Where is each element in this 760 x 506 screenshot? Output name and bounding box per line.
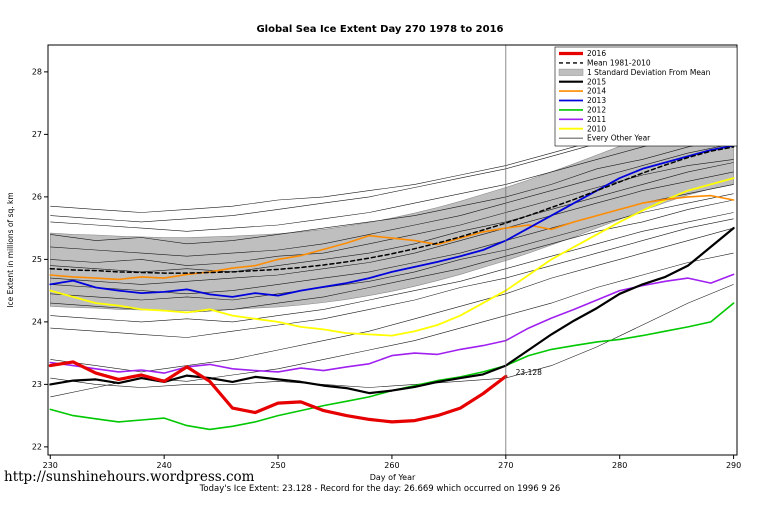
y-tick-label: 28 [32, 67, 42, 76]
legend-label: 2013 [587, 96, 606, 105]
x-tick-label: 250 [270, 461, 285, 470]
site-url[interactable]: http://sunshinehours.wordpress.com [4, 469, 255, 485]
x-tick-label: 230 [43, 461, 58, 470]
legend-entry: 1 Standard Deviation From Mean [558, 68, 711, 77]
current-value-label: 23.128 [516, 368, 542, 377]
x-tick-label: 280 [612, 461, 627, 470]
legend-label: Every Other Year [587, 134, 651, 143]
legend-entry: 2012 [559, 106, 606, 115]
legend-entry: 2010 [559, 124, 606, 133]
legend-entry: 2016 [559, 49, 606, 58]
legend-label: 2011 [587, 115, 606, 124]
x-axis-title: Day of Year [370, 473, 416, 482]
chart-title: Global Sea Ice Extent Day 270 1978 to 20… [256, 24, 504, 35]
background-year-line [50, 212, 734, 323]
series-2014 [49, 194, 735, 281]
background-year-line [50, 162, 734, 273]
background-year-line [50, 284, 734, 388]
y-axis-title: Ice Extent in millions of sq. km [6, 192, 15, 307]
series-2011 [49, 273, 735, 374]
plot-border [47, 44, 738, 456]
series-2010 [49, 177, 735, 337]
y-tick-label: 22 [32, 442, 42, 451]
legend-entry: 2011 [559, 115, 606, 124]
chart-caption: Today's Ice Extent: 23.128 - Record for … [199, 484, 561, 494]
series-2013 [49, 144, 735, 298]
background-year-line [50, 193, 734, 301]
legend-label: 2010 [587, 124, 606, 133]
y-axis: 22 23 24 25 26 27 28 Ice Extent in millions of … [6, 67, 48, 451]
y-tick-label: 27 [32, 130, 42, 139]
legend-label: 2015 [587, 77, 606, 86]
background-year-line [50, 143, 734, 257]
legend-entry: 2014 [559, 87, 606, 96]
legend-entry: 2013 [559, 96, 606, 105]
legend-swatch-band [558, 68, 584, 76]
x-tick-label: 290 [726, 461, 741, 470]
background-year-line [50, 137, 734, 245]
legend-entry: Mean 1981-2010 [559, 59, 651, 68]
series-2016 [48, 360, 508, 424]
series-mean-1981-2010 [49, 146, 735, 274]
x-tick-label: 240 [157, 461, 172, 470]
series-2012 [49, 302, 735, 431]
legend-label: Mean 1981-2010 [587, 59, 651, 68]
legend-label: 1 Standard Deviation From Mean [587, 68, 711, 77]
y-tick-label: 25 [32, 255, 42, 264]
x-tick-label: 270 [498, 461, 513, 470]
background-year-line [50, 218, 734, 338]
legend-label: 2012 [587, 106, 606, 115]
background-year-line [50, 227, 734, 373]
sea-ice-extent-chart: 23.128 230 240 250 260 270 280 290 Day of Year 22… [6, 44, 741, 482]
legend-box [554, 46, 738, 147]
x-tick-label: 260 [384, 461, 399, 470]
legend-entry: Every Other Year [559, 134, 651, 143]
x-axis: 230 240 250 260 270 280 290 Day of Year [43, 455, 741, 482]
legend-label: 2014 [587, 87, 606, 96]
background-year-line [50, 121, 734, 232]
legend-label: 2016 [587, 49, 606, 58]
y-tick-label: 23 [32, 380, 42, 389]
y-tick-label: 26 [32, 192, 42, 201]
background-year-line [50, 171, 734, 285]
y-tick-label: 24 [32, 317, 42, 326]
legend-entry: 2015 [559, 77, 606, 86]
